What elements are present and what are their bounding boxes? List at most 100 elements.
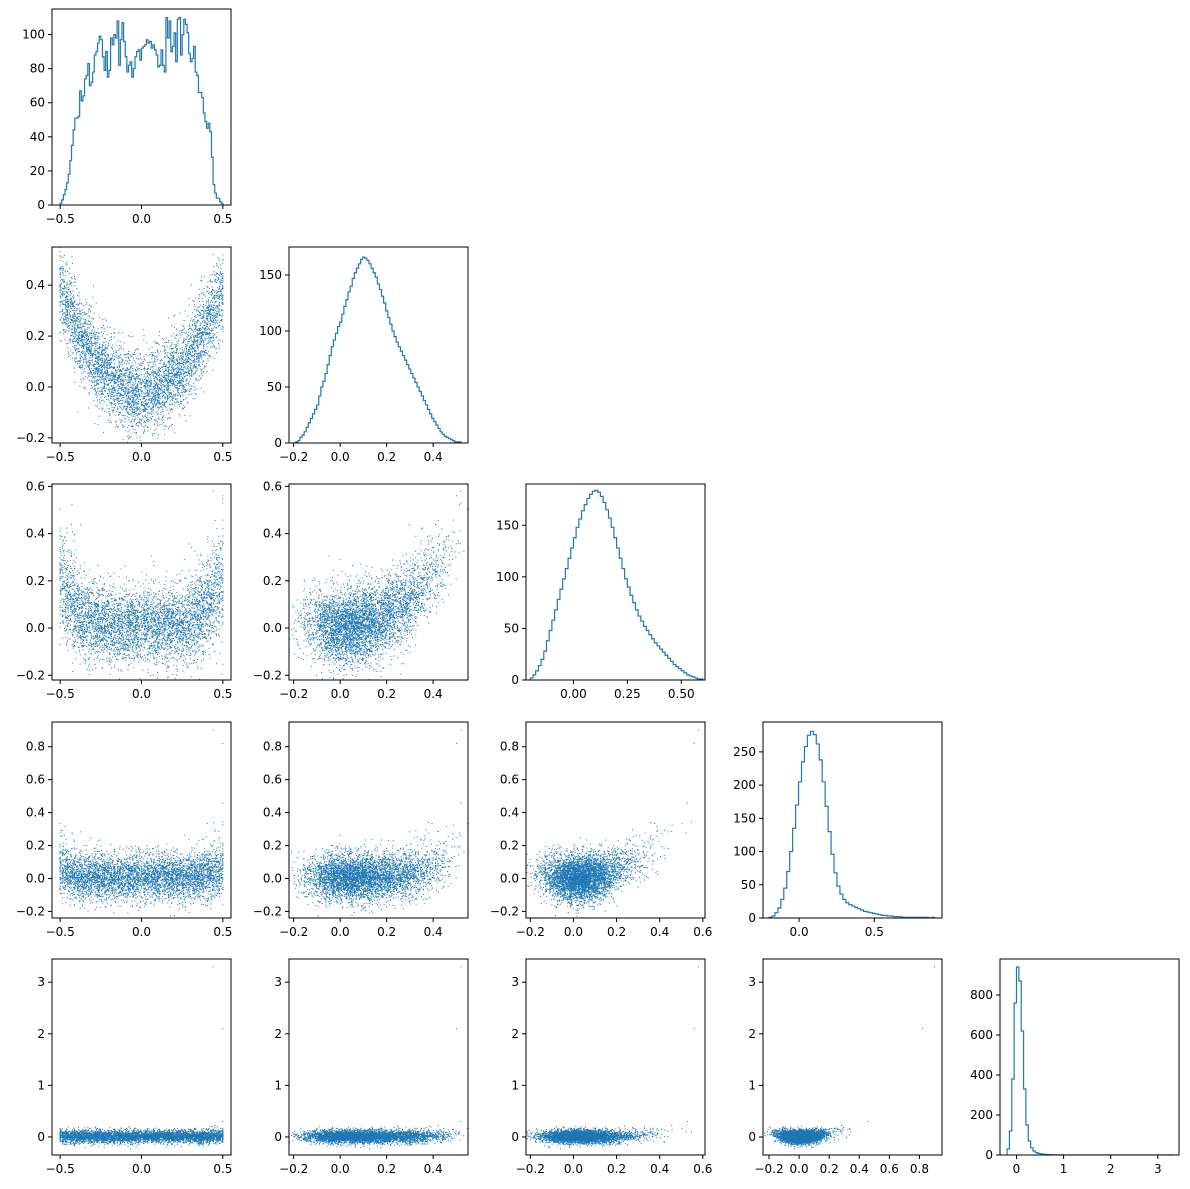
scatter-point bbox=[101, 409, 103, 411]
scatter-point bbox=[153, 378, 155, 380]
scatter-point bbox=[190, 337, 192, 339]
scatter-point bbox=[67, 303, 69, 305]
scatter-point bbox=[209, 308, 211, 310]
scatter-point bbox=[193, 360, 195, 362]
scatter-point bbox=[192, 625, 194, 627]
scatter-point bbox=[158, 396, 160, 398]
scatter-point bbox=[193, 386, 195, 388]
scatter-point bbox=[106, 380, 108, 382]
scatter-point bbox=[191, 370, 193, 372]
scatter-point bbox=[65, 291, 67, 293]
scatter-point bbox=[185, 361, 187, 363]
scatter-point bbox=[201, 292, 203, 294]
scatter-point bbox=[70, 277, 72, 279]
scatter-point bbox=[121, 400, 123, 402]
scatter-point bbox=[60, 283, 62, 285]
scatter-point bbox=[183, 342, 185, 344]
scatter-point bbox=[94, 379, 96, 381]
scatter-point bbox=[63, 321, 65, 323]
scatter-point bbox=[94, 373, 96, 375]
scatter-point bbox=[84, 332, 86, 334]
scatter-point bbox=[126, 370, 128, 372]
scatter-point bbox=[92, 318, 94, 320]
scatter-point bbox=[82, 366, 84, 368]
scatter-point bbox=[108, 365, 110, 367]
scatter-point bbox=[122, 612, 124, 614]
scatter-point bbox=[78, 363, 80, 365]
scatter-point bbox=[122, 375, 124, 377]
scatter-point bbox=[81, 345, 83, 347]
scatter-point bbox=[80, 319, 82, 321]
scatter-point bbox=[94, 376, 96, 378]
scatter-point bbox=[116, 366, 118, 368]
scatter-point bbox=[197, 306, 199, 308]
scatter-point bbox=[195, 370, 197, 372]
scatter-point bbox=[189, 351, 191, 353]
scatter-point bbox=[59, 601, 61, 603]
scatter-point bbox=[165, 401, 167, 403]
scatter-point bbox=[144, 382, 146, 384]
scatter-point bbox=[177, 609, 179, 611]
scatter-point bbox=[222, 297, 224, 299]
scatter-point bbox=[88, 342, 90, 344]
scatter-point bbox=[201, 297, 203, 299]
scatter-point bbox=[127, 354, 129, 356]
scatter-point bbox=[129, 371, 131, 373]
scatter-point bbox=[86, 301, 88, 303]
scatter-point bbox=[176, 377, 178, 379]
scatter-point bbox=[143, 432, 145, 434]
scatter-point bbox=[196, 310, 198, 312]
scatter-point bbox=[161, 613, 163, 615]
scatter-point bbox=[179, 635, 181, 637]
scatter-point bbox=[173, 351, 175, 353]
scatter-point bbox=[208, 304, 210, 306]
scatter-point bbox=[121, 384, 123, 386]
scatter-point bbox=[77, 332, 79, 334]
scatter-point bbox=[157, 402, 159, 404]
scatter-point bbox=[107, 395, 109, 397]
scatter-point bbox=[174, 386, 176, 388]
scatter-point bbox=[74, 371, 76, 373]
scatter-point bbox=[70, 303, 72, 305]
scatter-point bbox=[74, 317, 76, 319]
scatter-point bbox=[81, 331, 83, 333]
scatter-point bbox=[182, 361, 184, 363]
scatter-point bbox=[62, 308, 64, 310]
scatter-point bbox=[158, 369, 160, 371]
scatter-point bbox=[178, 381, 180, 383]
scatter-point bbox=[111, 389, 113, 391]
scatter-point bbox=[119, 418, 121, 420]
scatter-point bbox=[155, 372, 157, 374]
scatter-point bbox=[110, 381, 112, 383]
scatter-point bbox=[111, 336, 113, 338]
scatter-point bbox=[107, 374, 109, 376]
scatter-point bbox=[199, 600, 201, 602]
scatter-point bbox=[210, 300, 212, 302]
scatter-point bbox=[102, 361, 104, 363]
scatter-point bbox=[120, 341, 122, 343]
scatter-point bbox=[147, 406, 149, 408]
scatter-point bbox=[100, 381, 102, 383]
scatter-point bbox=[207, 342, 209, 344]
scatter-point bbox=[210, 304, 212, 306]
scatter-point bbox=[65, 296, 67, 298]
scatter-point bbox=[166, 337, 168, 339]
scatter-point bbox=[97, 335, 99, 337]
scatter-point bbox=[115, 420, 117, 422]
scatter-point bbox=[210, 294, 212, 296]
scatter-point bbox=[182, 356, 184, 358]
scatter-point bbox=[204, 325, 206, 327]
scatter-point bbox=[127, 441, 129, 443]
scatter-point bbox=[150, 618, 152, 620]
scatter-point bbox=[118, 400, 120, 402]
scatter-point bbox=[76, 363, 78, 365]
scatter-point bbox=[164, 372, 166, 374]
scatter-point bbox=[135, 389, 137, 391]
scatter-point bbox=[144, 369, 146, 371]
scatter-point bbox=[106, 404, 108, 406]
scatter-point bbox=[189, 415, 191, 417]
scatter-point bbox=[199, 328, 201, 330]
scatter-point bbox=[94, 422, 96, 424]
scatter-point bbox=[188, 591, 190, 593]
scatter-point bbox=[192, 299, 194, 301]
